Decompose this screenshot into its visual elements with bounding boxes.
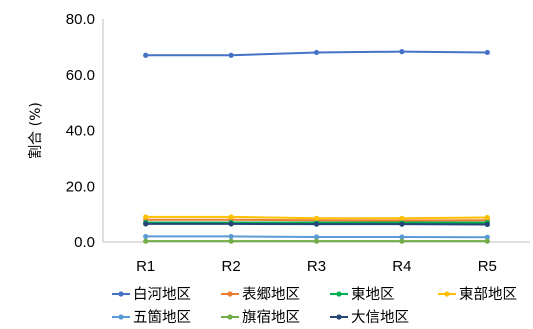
legend-swatch-marker bbox=[227, 314, 233, 320]
series-lines bbox=[143, 49, 490, 244]
legend-item: 大信地区 bbox=[330, 309, 409, 326]
data-point bbox=[399, 234, 405, 240]
legend-label: 大信地区 bbox=[351, 309, 409, 326]
data-point bbox=[143, 214, 149, 220]
data-point bbox=[399, 215, 405, 221]
series-6 bbox=[143, 238, 490, 244]
series-1 bbox=[143, 49, 490, 58]
data-point bbox=[399, 238, 405, 244]
legend-item: 東地区 bbox=[330, 286, 395, 303]
data-point bbox=[484, 234, 490, 240]
x-tick-label: R3 bbox=[307, 258, 326, 275]
y-tick-label: 40.0 bbox=[66, 123, 95, 140]
data-point bbox=[399, 221, 405, 227]
legend-item: 表郷地区 bbox=[221, 286, 300, 303]
data-point bbox=[143, 221, 149, 227]
legend-swatch-marker bbox=[227, 291, 233, 297]
y-axis-title: 割合 (%) bbox=[27, 102, 44, 159]
data-point bbox=[484, 214, 490, 221]
legend-label: 東部地区 bbox=[459, 286, 517, 303]
x-tick-label: R1 bbox=[136, 258, 155, 275]
data-point bbox=[399, 49, 405, 55]
legend-label: 五箇地区 bbox=[133, 309, 191, 326]
x-tick-label: R5 bbox=[478, 258, 497, 275]
y-tick-label: 20.0 bbox=[66, 178, 95, 195]
series-7 bbox=[143, 221, 490, 228]
data-point bbox=[143, 233, 149, 240]
data-point bbox=[484, 221, 490, 228]
data-point bbox=[228, 52, 234, 58]
data-point bbox=[313, 221, 320, 227]
data-point bbox=[228, 238, 234, 244]
legend-label: 表郷地区 bbox=[242, 286, 300, 303]
legend-item: 白河地区 bbox=[112, 286, 191, 303]
y-tick-label: 0.0 bbox=[74, 234, 95, 251]
x-tick-labels: R1 R2 R3 R4 R5 bbox=[136, 258, 497, 275]
legend-label: 白河地区 bbox=[133, 286, 191, 303]
data-point bbox=[228, 214, 234, 220]
legend-swatch-marker bbox=[444, 291, 450, 297]
data-point bbox=[484, 238, 490, 244]
x-tick-label: R4 bbox=[392, 258, 411, 275]
x-tick-label: R2 bbox=[222, 258, 241, 275]
legend-label: 東地区 bbox=[351, 286, 395, 303]
data-point bbox=[143, 238, 149, 244]
legend-item: 五箇地区 bbox=[112, 309, 191, 326]
data-point bbox=[228, 221, 234, 227]
legend-swatch-marker bbox=[118, 291, 124, 297]
legend-swatch-marker bbox=[336, 314, 342, 320]
data-point bbox=[228, 233, 234, 240]
legend-item: 旗宿地区 bbox=[221, 309, 300, 326]
data-point bbox=[484, 49, 490, 56]
legend-label: 旗宿地区 bbox=[242, 309, 300, 326]
data-point bbox=[313, 49, 320, 56]
data-point bbox=[313, 238, 320, 244]
legend-swatch-marker bbox=[118, 314, 124, 320]
legend-swatch-marker bbox=[336, 291, 342, 297]
data-point bbox=[143, 52, 149, 58]
legend-item: 東部地区 bbox=[438, 286, 517, 303]
y-tick-label: 60.0 bbox=[66, 67, 95, 84]
series-4 bbox=[143, 214, 490, 221]
y-tick-label: 80.0 bbox=[66, 11, 95, 28]
data-point bbox=[313, 215, 320, 221]
data-point bbox=[313, 234, 320, 240]
y-tick-labels: 0.0 20.0 40.0 60.0 80.0 bbox=[66, 11, 95, 251]
series-5 bbox=[143, 233, 490, 240]
